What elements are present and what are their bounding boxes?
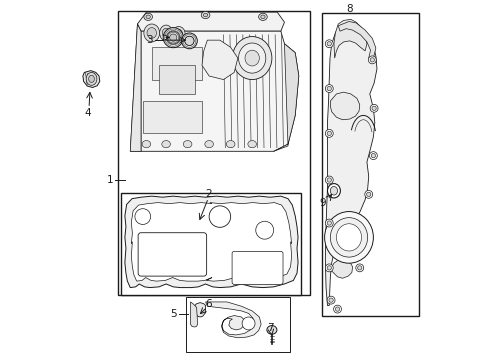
Ellipse shape <box>325 85 333 93</box>
Ellipse shape <box>372 106 376 111</box>
Ellipse shape <box>89 75 95 82</box>
Bar <box>122 193 300 295</box>
Ellipse shape <box>327 41 331 46</box>
Ellipse shape <box>160 25 172 41</box>
Polygon shape <box>334 19 367 58</box>
Ellipse shape <box>327 178 331 182</box>
Ellipse shape <box>256 221 274 239</box>
Polygon shape <box>125 196 298 288</box>
Ellipse shape <box>185 36 194 45</box>
Bar <box>186 297 290 352</box>
Ellipse shape <box>232 37 272 80</box>
Ellipse shape <box>370 58 374 62</box>
Ellipse shape <box>335 307 340 311</box>
Ellipse shape <box>327 184 341 198</box>
Ellipse shape <box>325 219 333 227</box>
Ellipse shape <box>135 209 151 225</box>
Ellipse shape <box>167 31 180 44</box>
Text: 3: 3 <box>146 35 152 45</box>
Ellipse shape <box>365 190 373 198</box>
Polygon shape <box>130 24 141 151</box>
Polygon shape <box>205 302 261 338</box>
Polygon shape <box>143 101 202 134</box>
Ellipse shape <box>368 56 376 64</box>
Ellipse shape <box>86 72 97 85</box>
Ellipse shape <box>261 15 265 19</box>
Text: 1: 1 <box>106 175 113 185</box>
Ellipse shape <box>356 264 364 272</box>
Polygon shape <box>330 92 360 120</box>
Ellipse shape <box>205 140 214 148</box>
Polygon shape <box>131 203 292 281</box>
Ellipse shape <box>147 28 156 39</box>
Ellipse shape <box>181 33 197 49</box>
Polygon shape <box>137 12 285 31</box>
Ellipse shape <box>163 28 183 48</box>
Ellipse shape <box>144 13 152 21</box>
Bar <box>118 12 310 295</box>
Polygon shape <box>338 22 376 58</box>
Ellipse shape <box>162 28 170 38</box>
Ellipse shape <box>327 86 331 91</box>
Ellipse shape <box>330 218 368 257</box>
Ellipse shape <box>170 34 177 41</box>
Ellipse shape <box>371 153 375 158</box>
Polygon shape <box>130 24 141 151</box>
Text: 2: 2 <box>205 189 212 199</box>
Ellipse shape <box>146 15 150 19</box>
Ellipse shape <box>329 298 333 302</box>
Ellipse shape <box>226 140 235 148</box>
Ellipse shape <box>325 176 333 184</box>
Polygon shape <box>141 31 299 151</box>
Ellipse shape <box>172 27 185 41</box>
Polygon shape <box>152 47 202 80</box>
Ellipse shape <box>183 140 192 148</box>
Ellipse shape <box>239 43 266 73</box>
Text: 9: 9 <box>319 198 326 208</box>
Ellipse shape <box>267 325 277 334</box>
Polygon shape <box>191 302 197 327</box>
Ellipse shape <box>248 140 256 148</box>
Polygon shape <box>83 71 100 87</box>
Ellipse shape <box>259 13 267 21</box>
Bar <box>322 13 419 316</box>
Ellipse shape <box>325 264 333 272</box>
Ellipse shape <box>142 140 151 148</box>
Ellipse shape <box>242 317 255 330</box>
Polygon shape <box>330 259 353 278</box>
Ellipse shape <box>325 40 333 48</box>
Polygon shape <box>202 40 238 80</box>
Ellipse shape <box>334 305 342 313</box>
Ellipse shape <box>327 266 331 270</box>
Text: 8: 8 <box>346 4 353 14</box>
Ellipse shape <box>162 140 171 148</box>
Ellipse shape <box>325 130 333 137</box>
Text: 4: 4 <box>85 108 91 118</box>
Ellipse shape <box>370 104 378 112</box>
FancyBboxPatch shape <box>138 233 207 276</box>
Ellipse shape <box>367 192 371 197</box>
Text: 6: 6 <box>205 299 211 309</box>
Ellipse shape <box>209 206 231 227</box>
Ellipse shape <box>327 296 335 304</box>
Ellipse shape <box>330 186 338 195</box>
FancyBboxPatch shape <box>232 251 283 284</box>
Polygon shape <box>195 303 205 317</box>
Ellipse shape <box>203 13 208 17</box>
Ellipse shape <box>245 50 259 66</box>
Ellipse shape <box>327 131 331 135</box>
Ellipse shape <box>324 212 373 263</box>
Ellipse shape <box>175 30 183 38</box>
Text: 7: 7 <box>268 324 274 333</box>
Ellipse shape <box>201 12 210 19</box>
Polygon shape <box>159 65 195 94</box>
Ellipse shape <box>337 224 362 251</box>
Ellipse shape <box>144 24 160 42</box>
Ellipse shape <box>358 266 362 270</box>
Polygon shape <box>274 44 299 151</box>
Ellipse shape <box>327 221 331 225</box>
Text: 5: 5 <box>170 310 177 319</box>
Polygon shape <box>325 21 377 306</box>
Ellipse shape <box>369 152 377 159</box>
